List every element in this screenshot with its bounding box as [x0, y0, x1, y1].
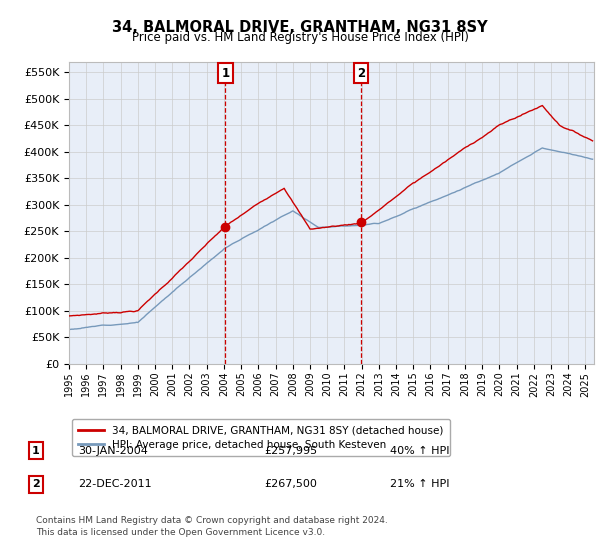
- Text: 22-DEC-2011: 22-DEC-2011: [78, 479, 152, 489]
- Text: 2: 2: [357, 67, 365, 80]
- Text: £267,500: £267,500: [264, 479, 317, 489]
- Text: 1: 1: [32, 446, 40, 456]
- Text: Contains HM Land Registry data © Crown copyright and database right 2024.
This d: Contains HM Land Registry data © Crown c…: [36, 516, 388, 537]
- Text: 34, BALMORAL DRIVE, GRANTHAM, NG31 8SY: 34, BALMORAL DRIVE, GRANTHAM, NG31 8SY: [112, 20, 488, 35]
- Text: Price paid vs. HM Land Registry's House Price Index (HPI): Price paid vs. HM Land Registry's House …: [131, 31, 469, 44]
- Text: 21% ↑ HPI: 21% ↑ HPI: [390, 479, 449, 489]
- Text: £257,995: £257,995: [264, 446, 317, 456]
- Text: 1: 1: [221, 67, 229, 80]
- Text: 30-JAN-2004: 30-JAN-2004: [78, 446, 148, 456]
- Text: 2: 2: [32, 479, 40, 489]
- Text: 40% ↑ HPI: 40% ↑ HPI: [390, 446, 449, 456]
- Legend: 34, BALMORAL DRIVE, GRANTHAM, NG31 8SY (detached house), HPI: Average price, det: 34, BALMORAL DRIVE, GRANTHAM, NG31 8SY (…: [71, 419, 450, 456]
